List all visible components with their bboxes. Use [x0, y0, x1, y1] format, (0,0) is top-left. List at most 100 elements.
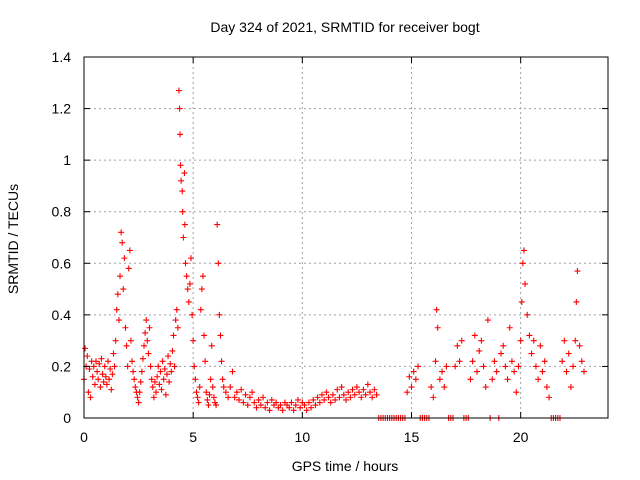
data-point [113, 306, 120, 313]
data-point [172, 317, 179, 324]
data-point [213, 402, 220, 409]
data-point [106, 376, 113, 383]
data-point [371, 386, 378, 393]
data-point [110, 350, 117, 357]
data-point [134, 394, 141, 401]
data-point [508, 358, 515, 365]
x-tick-label: 0 [80, 429, 88, 445]
data-point [126, 247, 133, 254]
data-point [303, 407, 310, 414]
data-point [163, 371, 170, 378]
data-point [500, 342, 507, 349]
data-point [177, 131, 184, 138]
y-tick-label: 0.4 [52, 307, 72, 323]
data-point [433, 306, 440, 313]
data-point [506, 324, 513, 331]
data-point [103, 381, 110, 388]
tick-layer [83, 56, 608, 419]
data-point [219, 376, 226, 383]
data-point [504, 376, 511, 383]
data-point [184, 286, 191, 293]
data-point [218, 358, 225, 365]
data-point [100, 378, 107, 385]
data-point [240, 399, 247, 406]
data-point [441, 384, 448, 391]
data-point [297, 404, 304, 411]
data-point [530, 337, 537, 344]
data-point [572, 337, 579, 344]
data-point [244, 402, 251, 409]
data-point [476, 347, 483, 354]
data-point [206, 391, 213, 398]
data-point [205, 402, 212, 409]
data-point [329, 391, 336, 398]
data-point [539, 368, 546, 375]
data-point [111, 363, 118, 370]
data-point [123, 342, 130, 349]
data-point [186, 280, 193, 287]
data-point [167, 360, 174, 367]
y-axis-label: SRMTID / TECUs [5, 184, 21, 294]
data-point [170, 332, 177, 339]
data-point [189, 311, 196, 318]
chart-title: Day 324 of 2021, SRMTID for receiver bog… [210, 19, 479, 35]
data-point [165, 353, 172, 360]
data-point [183, 273, 190, 280]
data-point [559, 358, 566, 365]
data-point [467, 376, 474, 383]
data-point [436, 376, 443, 383]
data-point [132, 384, 139, 391]
data-point [493, 368, 500, 375]
data-point [439, 368, 446, 375]
data-point [173, 306, 180, 313]
data-point [117, 273, 124, 280]
y-tick-label: 0.2 [52, 358, 72, 374]
data-point [434, 324, 441, 331]
data-point [325, 394, 332, 401]
data-point [321, 396, 328, 403]
data-point [108, 386, 115, 393]
data-point [96, 360, 103, 367]
data-point [149, 384, 156, 391]
data-point [185, 298, 192, 305]
data-point [318, 391, 325, 398]
data-point [169, 347, 176, 354]
data-point [125, 265, 132, 272]
data-point [97, 384, 104, 391]
data-point [115, 317, 122, 324]
data-point [142, 329, 149, 336]
data-point [360, 386, 367, 393]
data-point [231, 394, 238, 401]
data-point [233, 389, 240, 396]
data-point [93, 358, 100, 365]
y-tick-label: 1.4 [52, 49, 72, 65]
data-point [294, 396, 301, 403]
data-point [264, 399, 271, 406]
data-point [543, 384, 550, 391]
data-point [130, 368, 137, 375]
data-point [217, 332, 224, 339]
data-point [537, 342, 544, 349]
data-point [484, 317, 491, 324]
data-point [192, 376, 199, 383]
data-point [570, 363, 577, 370]
data-point [478, 337, 485, 344]
data-point [153, 389, 160, 396]
data-point [179, 188, 186, 195]
data-point [498, 350, 505, 357]
data-point [131, 376, 138, 383]
data-point [277, 402, 284, 409]
x-axis-label: GPS time / hours [292, 458, 399, 474]
data-point [114, 291, 121, 298]
data-point [144, 337, 151, 344]
data-point [121, 255, 128, 262]
data-point [94, 368, 101, 375]
data-point [362, 391, 369, 398]
data-point [404, 389, 411, 396]
data-point [253, 404, 260, 411]
data-point [156, 381, 163, 388]
data-point [162, 391, 169, 398]
data-point [573, 298, 580, 305]
data-point [166, 378, 173, 385]
data-point [98, 355, 105, 362]
